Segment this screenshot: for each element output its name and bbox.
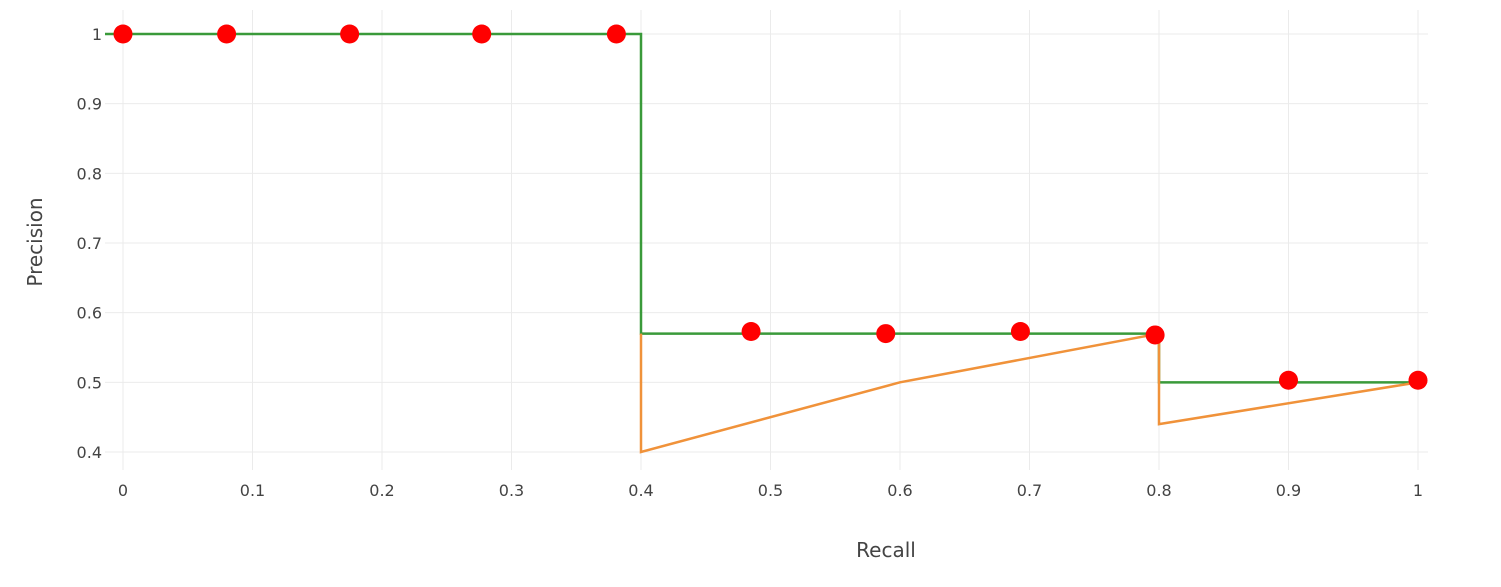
data-point xyxy=(1145,325,1165,345)
data-point xyxy=(1010,321,1030,341)
data-point xyxy=(876,324,896,344)
y-tick-label: 0.4 xyxy=(77,443,102,462)
data-point xyxy=(472,24,492,44)
x-tick-label: 0.6 xyxy=(887,481,912,500)
series-line-1 xyxy=(639,332,1419,454)
y-tick-label: 0.7 xyxy=(77,234,102,253)
x-axis-ticks: 0 0.1 0.2 0.3 0.4 0.5 0.6 0.7 0.8 0.9 1 xyxy=(118,481,1423,500)
x-tick-label: 0.5 xyxy=(758,481,783,500)
series-line-0 xyxy=(123,32,1418,384)
x-axis-title: Recall xyxy=(856,538,916,562)
x-tick-label: 0.7 xyxy=(1017,481,1042,500)
y-tick-label: 1 xyxy=(92,25,102,44)
y-tick-label: 0.9 xyxy=(77,95,102,114)
x-tick-label: 0.1 xyxy=(240,481,265,500)
x-tick-label: 0.4 xyxy=(628,481,653,500)
data-point xyxy=(113,24,133,44)
data-point xyxy=(1408,370,1428,390)
x-tick-label: 0.2 xyxy=(369,481,394,500)
y-tick-label: 0.8 xyxy=(77,164,102,183)
data-point xyxy=(340,24,360,44)
series-markers xyxy=(113,24,1428,390)
x-tick-label: 0.8 xyxy=(1146,481,1171,500)
data-point xyxy=(741,321,761,341)
data-point xyxy=(1279,370,1298,390)
y-tick-label: 0.5 xyxy=(77,373,102,392)
data-point xyxy=(217,24,237,44)
x-tick-label: 0.9 xyxy=(1276,481,1301,500)
x-tick-label: 0.3 xyxy=(499,481,524,500)
grid xyxy=(105,10,1428,470)
x-tick-label: 1 xyxy=(1413,481,1423,500)
y-axis-title: Precision xyxy=(23,197,47,286)
y-tick-label: 0.6 xyxy=(77,304,102,323)
data-point xyxy=(606,24,626,44)
y-axis-ticks: 0.4 0.5 0.6 0.7 0.8 0.9 1 xyxy=(77,25,102,462)
x-tick-label: 0 xyxy=(118,481,128,500)
